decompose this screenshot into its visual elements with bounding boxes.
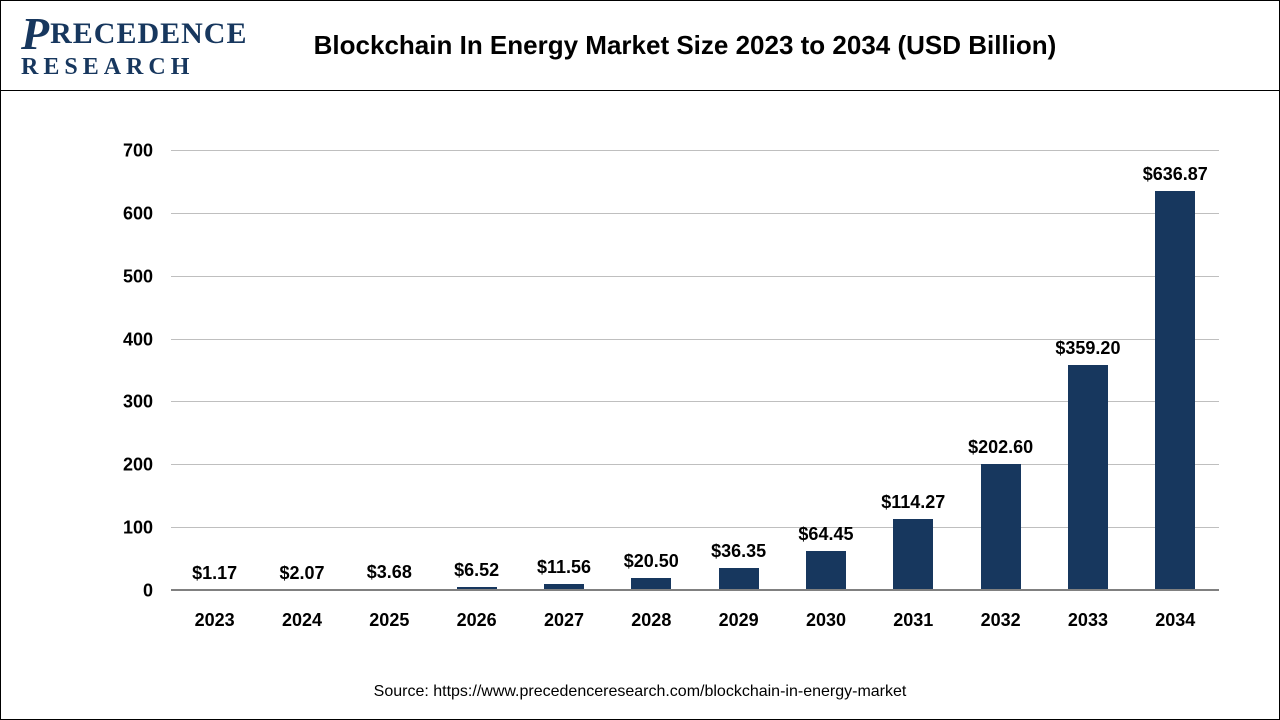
bar-value-label: $36.35 xyxy=(711,541,766,562)
x-tick-label: 2029 xyxy=(695,610,782,631)
y-tick-label: 100 xyxy=(103,518,153,539)
bar-slot: $636.87 xyxy=(1132,151,1219,591)
y-tick-label: 400 xyxy=(103,329,153,350)
x-tick-label: 2025 xyxy=(346,610,433,631)
bar-slot: $11.56 xyxy=(520,151,607,591)
logo: PRECEDENCE RESEARCH xyxy=(11,12,221,78)
bar-slot: $64.45 xyxy=(782,151,869,591)
y-tick-label: 300 xyxy=(103,392,153,413)
bar xyxy=(1155,191,1195,591)
bar xyxy=(1068,365,1108,591)
x-tick-label: 2030 xyxy=(782,610,869,631)
bar xyxy=(893,519,933,591)
bar-value-label: $20.50 xyxy=(624,551,679,572)
bar-slot: $359.20 xyxy=(1044,151,1131,591)
bar-value-label: $6.52 xyxy=(454,560,499,581)
bars-group: $1.17 $2.07 $3.68 $6.52 $11.56 $20.50 $36.35 $6… xyxy=(171,151,1219,591)
title-wrap: Blockchain In Energy Market Size 2023 to… xyxy=(221,30,1269,61)
bar-slot: $114.27 xyxy=(870,151,957,591)
header: PRECEDENCE RESEARCH Blockchain In Energy… xyxy=(1,1,1279,91)
bar-value-label: $3.68 xyxy=(367,562,412,583)
bar-value-label: $1.17 xyxy=(192,563,237,584)
bar-slot: $6.52 xyxy=(433,151,520,591)
x-tick-label: 2033 xyxy=(1044,610,1131,631)
plot: 0 100 200 300 400 500 600 700 $1.17 $2.07 $3.68 $6… xyxy=(101,121,1239,661)
bar-value-label: $2.07 xyxy=(279,563,324,584)
bar-value-label: $11.56 xyxy=(537,557,591,578)
logo-line2: RESEARCH xyxy=(21,56,221,79)
bar-value-label: $64.45 xyxy=(798,524,853,545)
bar-value-label: $114.27 xyxy=(881,492,945,513)
chart-title: Blockchain In Energy Market Size 2023 to… xyxy=(221,30,1149,61)
bar-slot: $3.68 xyxy=(346,151,433,591)
plot-area: 0 100 200 300 400 500 600 700 $1.17 $2.07 $3.68 $6… xyxy=(1,91,1279,671)
bar xyxy=(806,551,846,592)
x-tick-label: 2032 xyxy=(957,610,1044,631)
y-tick-label: 600 xyxy=(103,203,153,224)
y-tick-label: 500 xyxy=(103,266,153,287)
x-tick-label: 2024 xyxy=(258,610,345,631)
logo-line1: PRECEDENCE xyxy=(21,12,221,56)
bar-slot: $202.60 xyxy=(957,151,1044,591)
x-tick-label: 2028 xyxy=(608,610,695,631)
bar-slot: $2.07 xyxy=(258,151,345,591)
y-tick-label: 700 xyxy=(103,141,153,162)
bar-value-label: $359.20 xyxy=(1055,338,1120,359)
bar-slot: $36.35 xyxy=(695,151,782,591)
bar-value-label: $202.60 xyxy=(968,437,1033,458)
y-axis: 0100200300400500600700 xyxy=(101,151,161,591)
x-axis-labels: 2023202420252026202720282029203020312032… xyxy=(171,610,1219,631)
x-axis-baseline xyxy=(171,589,1219,591)
bar xyxy=(981,464,1021,591)
x-tick-label: 2034 xyxy=(1132,610,1219,631)
bar xyxy=(719,568,759,591)
source-caption: Source: https://www.precedenceresearch.c… xyxy=(1,671,1279,719)
y-tick-label: 200 xyxy=(103,455,153,476)
bar-slot: $1.17 xyxy=(171,151,258,591)
bar-slot: $20.50 xyxy=(608,151,695,591)
bar-value-label: $636.87 xyxy=(1143,164,1208,185)
x-tick-label: 2031 xyxy=(870,610,957,631)
chart-container: PRECEDENCE RESEARCH Blockchain In Energy… xyxy=(0,0,1280,720)
y-tick-label: 0 xyxy=(103,581,153,602)
x-tick-label: 2023 xyxy=(171,610,258,631)
x-tick-label: 2026 xyxy=(433,610,520,631)
x-tick-label: 2027 xyxy=(520,610,607,631)
